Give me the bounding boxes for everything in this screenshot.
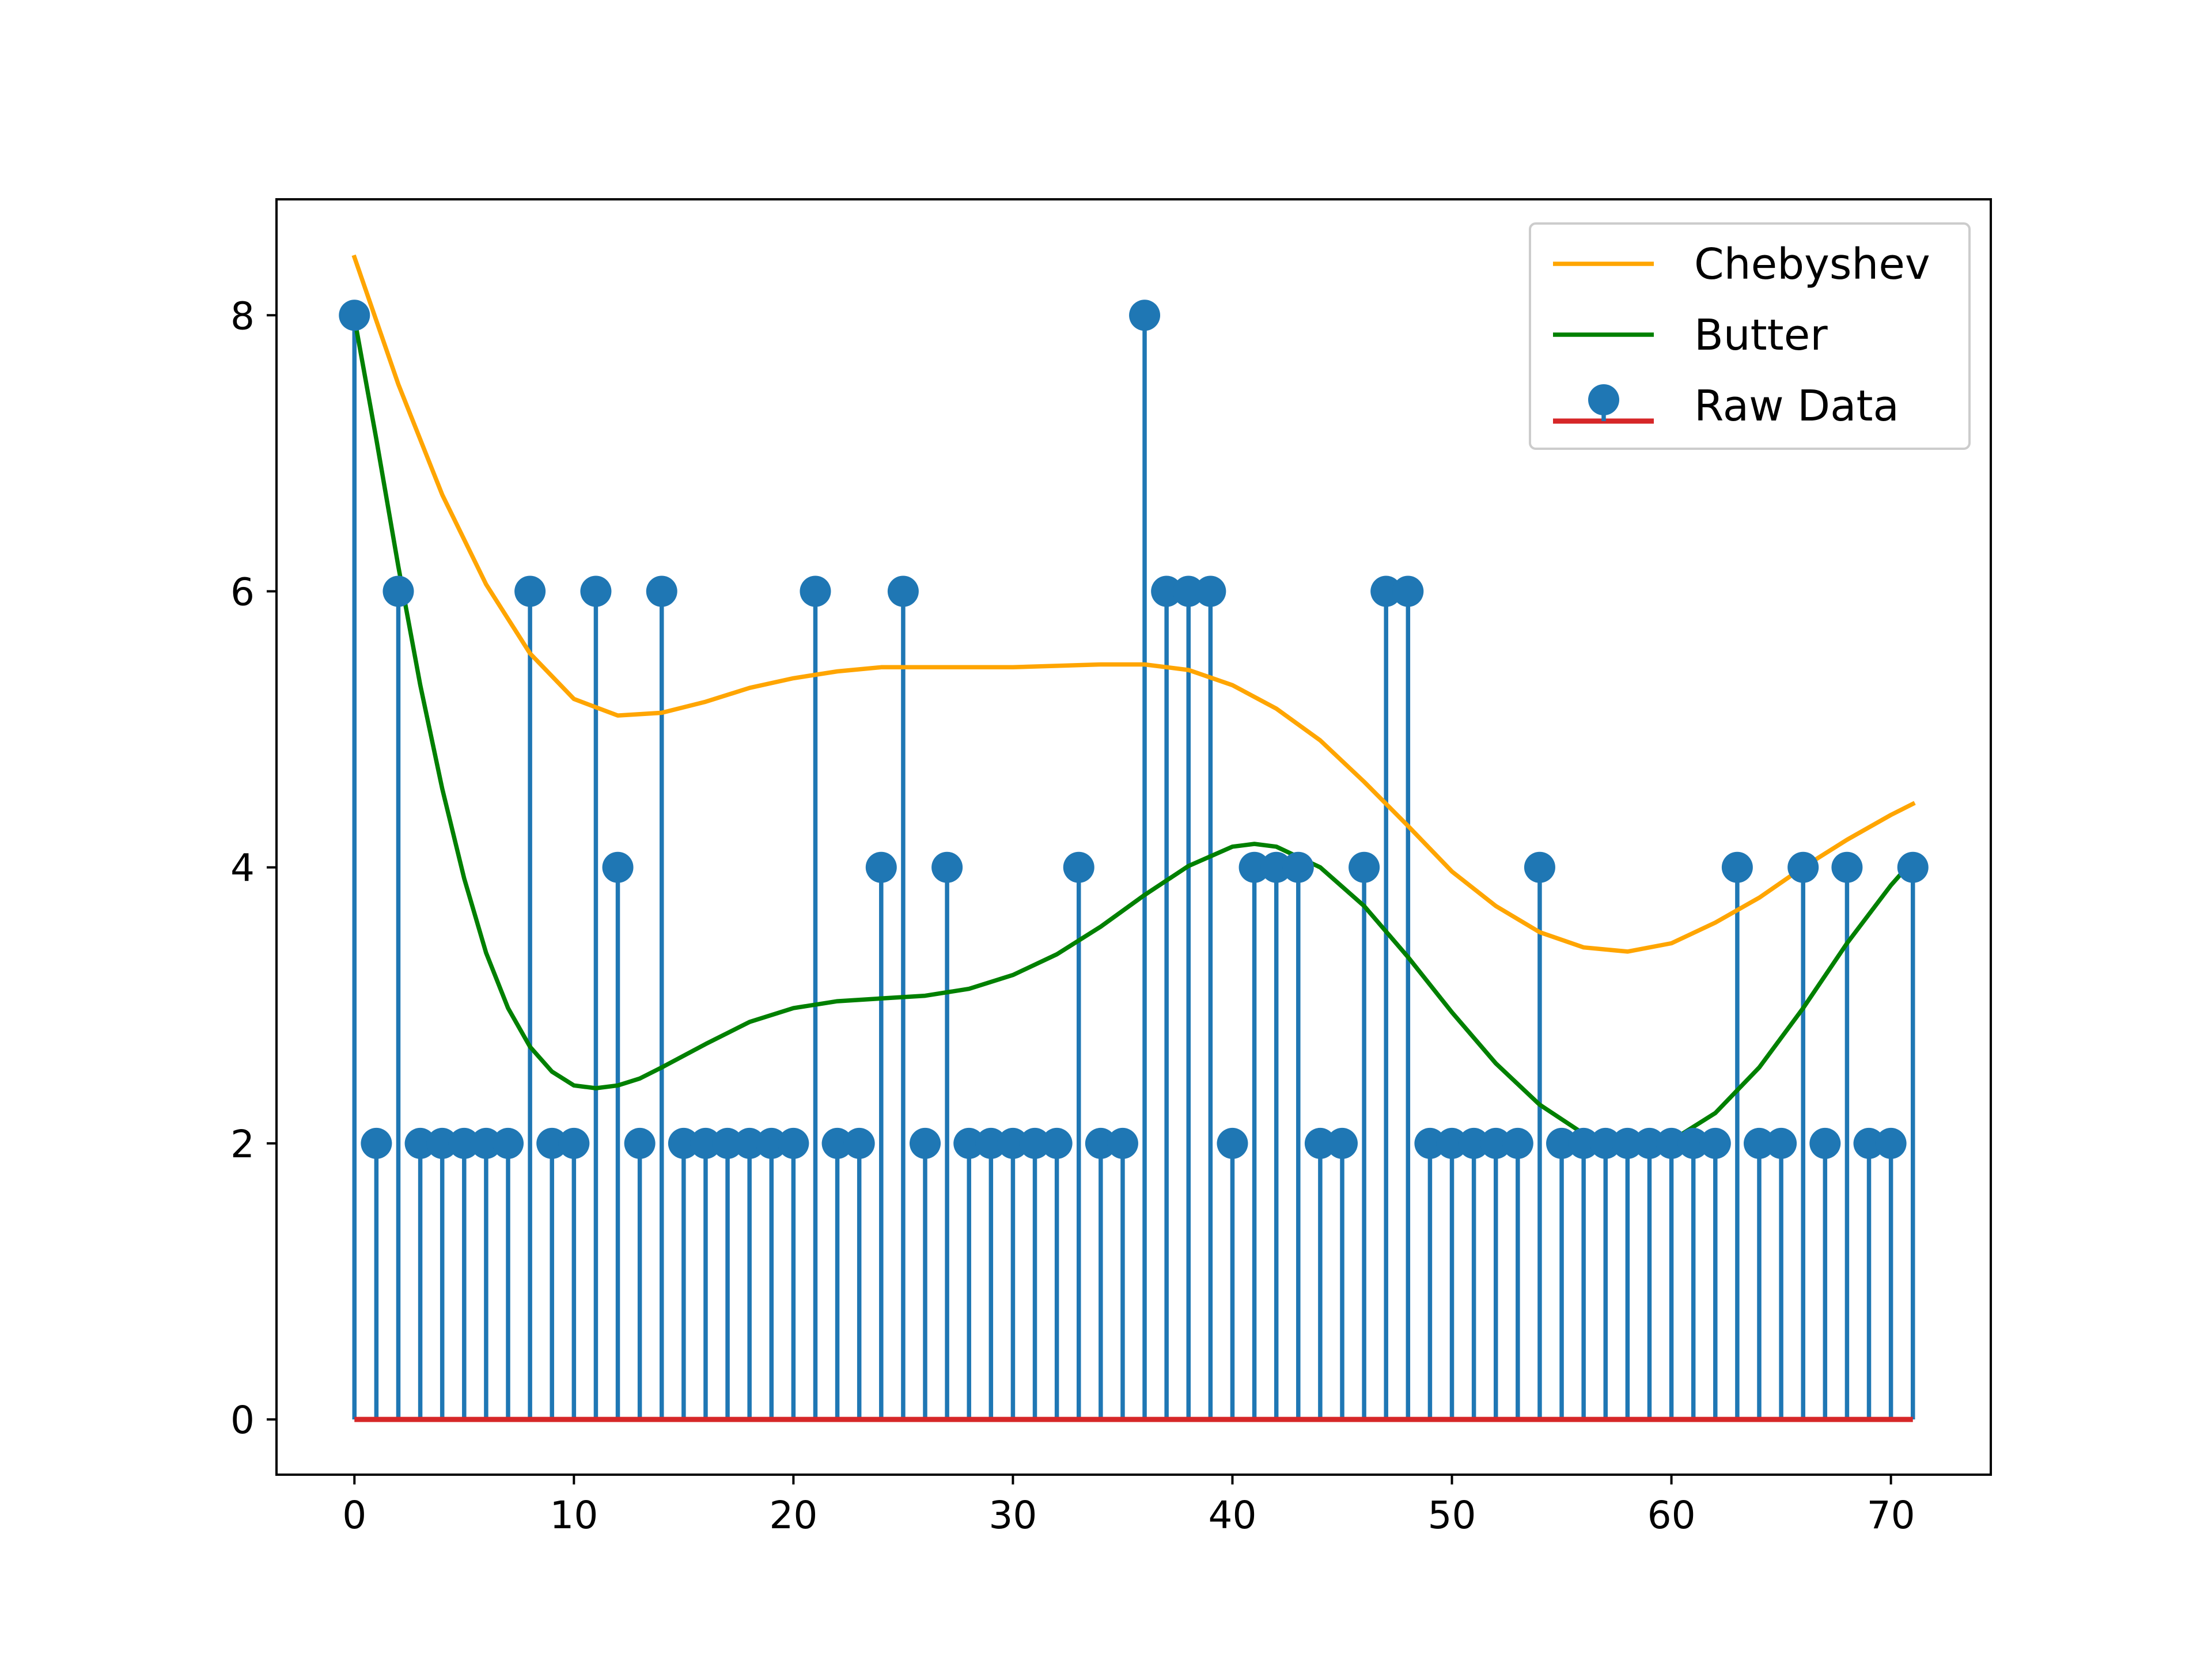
stem-marker bbox=[953, 1127, 985, 1159]
stem-marker bbox=[821, 1127, 853, 1159]
stem-marker bbox=[1458, 1127, 1490, 1159]
stem-marker bbox=[646, 575, 677, 607]
y-tick-label: 8 bbox=[230, 294, 255, 338]
x-tick-label: 10 bbox=[550, 1493, 598, 1537]
stem-marker bbox=[712, 1127, 744, 1159]
stem-marker bbox=[1085, 1127, 1116, 1159]
stem-marker bbox=[910, 1127, 941, 1159]
stem-marker bbox=[1349, 851, 1380, 883]
stem-marker bbox=[1699, 1127, 1731, 1159]
stem-marker bbox=[865, 851, 897, 883]
raw-data-markers bbox=[339, 300, 1929, 1159]
stem-marker bbox=[1063, 851, 1094, 883]
x-tick-label: 40 bbox=[1208, 1493, 1256, 1537]
stem-marker bbox=[1721, 851, 1753, 883]
stem-marker bbox=[1634, 1127, 1665, 1159]
stem-marker bbox=[1787, 851, 1819, 883]
stem-marker bbox=[382, 575, 414, 607]
stem-marker bbox=[1370, 575, 1402, 607]
stem-marker bbox=[1612, 1127, 1643, 1159]
stem-marker bbox=[339, 300, 370, 331]
stem-marker bbox=[580, 575, 612, 607]
stem-marker bbox=[448, 1127, 480, 1159]
stem-marker bbox=[1656, 1127, 1687, 1159]
stem-marker bbox=[1436, 1127, 1468, 1159]
legend-key-marker bbox=[1588, 384, 1619, 415]
legend-frame bbox=[1529, 222, 1971, 450]
stem-marker bbox=[361, 1127, 392, 1159]
stem-marker bbox=[602, 851, 634, 883]
stem-marker bbox=[426, 1127, 458, 1159]
stem-marker bbox=[668, 1127, 699, 1159]
stem-marker bbox=[1897, 851, 1929, 883]
stem-marker bbox=[1743, 1127, 1775, 1159]
stem-marker bbox=[1677, 1127, 1709, 1159]
stem-marker bbox=[997, 1127, 1029, 1159]
stem-marker bbox=[1260, 851, 1292, 883]
y-tick-label: 4 bbox=[230, 846, 255, 891]
plot-frame bbox=[275, 198, 1992, 1476]
x-tick-label: 70 bbox=[1867, 1493, 1915, 1537]
stem-marker bbox=[734, 1127, 766, 1159]
stem-marker bbox=[1041, 1127, 1073, 1159]
y-tick-label: 0 bbox=[230, 1398, 255, 1442]
stem-marker bbox=[624, 1127, 656, 1159]
x-tick-label: 20 bbox=[769, 1493, 817, 1537]
stem-marker bbox=[1151, 575, 1183, 607]
stem-marker bbox=[778, 1127, 809, 1159]
stem-marker bbox=[1217, 1127, 1248, 1159]
stem-marker bbox=[1326, 1127, 1358, 1159]
legend-label: Chebyshev bbox=[1694, 240, 1930, 289]
stem-marker bbox=[931, 851, 963, 883]
stem-marker bbox=[1107, 1127, 1138, 1159]
x-tick-label: 0 bbox=[342, 1493, 366, 1537]
stem-marker bbox=[1590, 1127, 1622, 1159]
stem-marker bbox=[1766, 1127, 1797, 1159]
stem-marker bbox=[536, 1127, 568, 1159]
stem-marker bbox=[1480, 1127, 1512, 1159]
stem-marker bbox=[975, 1127, 1007, 1159]
x-tick-label: 50 bbox=[1428, 1493, 1476, 1537]
legend: Chebyshev Butter Raw Data bbox=[1529, 222, 1971, 450]
stem-marker bbox=[1019, 1127, 1051, 1159]
stem-marker bbox=[800, 575, 831, 607]
stem-marker bbox=[514, 575, 546, 607]
stem-marker bbox=[1173, 575, 1205, 607]
stem-marker bbox=[756, 1127, 787, 1159]
stem-marker bbox=[1546, 1127, 1578, 1159]
legend-label: Butter bbox=[1694, 310, 1828, 360]
legend-label: Raw Data bbox=[1694, 381, 1899, 431]
stem-marker bbox=[1524, 851, 1555, 883]
stem-marker bbox=[1304, 1127, 1336, 1159]
stem-marker bbox=[404, 1127, 436, 1159]
stem-marker bbox=[558, 1127, 590, 1159]
stem-marker bbox=[1853, 1127, 1885, 1159]
stem-marker bbox=[1568, 1127, 1600, 1159]
y-axis: 0 2 4 6 8 bbox=[230, 294, 276, 1442]
stem-marker bbox=[887, 575, 919, 607]
stem-marker bbox=[1831, 851, 1863, 883]
stem-marker bbox=[1282, 851, 1314, 883]
x-axis: 0 10 20 30 40 50 60 70 bbox=[342, 1475, 1915, 1537]
x-tick-label: 30 bbox=[988, 1493, 1037, 1537]
stem-marker bbox=[1238, 851, 1270, 883]
x-tick-label: 60 bbox=[1647, 1493, 1696, 1537]
line-chebyshev bbox=[351, 254, 1916, 954]
stem-marker bbox=[1875, 1127, 1907, 1159]
stem-marker bbox=[1129, 300, 1161, 331]
stem-marker bbox=[1414, 1127, 1446, 1159]
stem-marker bbox=[493, 1127, 524, 1159]
stem-marker bbox=[1502, 1127, 1533, 1159]
stem-marker bbox=[690, 1127, 721, 1159]
stem-marker bbox=[1809, 1127, 1841, 1159]
stem-marker bbox=[470, 1127, 502, 1159]
y-tick-label: 2 bbox=[230, 1122, 255, 1166]
stem-marker bbox=[1392, 575, 1424, 607]
y-tick-label: 6 bbox=[230, 570, 255, 614]
stem-marker bbox=[1195, 575, 1226, 607]
stem-marker bbox=[843, 1127, 875, 1159]
